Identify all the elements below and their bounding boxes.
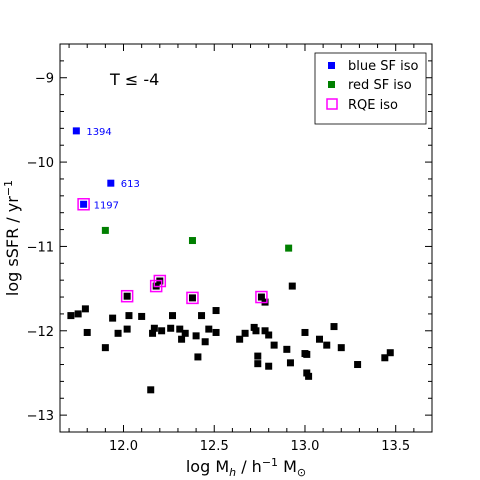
background-point-17	[167, 324, 175, 332]
rqe-iso-point-1	[120, 289, 134, 303]
legend: blue SF iso red SF iso RQE iso	[314, 52, 427, 125]
background-point-39	[265, 331, 273, 339]
x-axis-label-sup: −1	[262, 456, 278, 469]
background-point-21	[181, 329, 189, 337]
background-point-31	[241, 329, 249, 337]
background-point-49	[305, 372, 313, 380]
point-label-613: 613	[121, 179, 140, 190]
background-point-25	[198, 312, 206, 320]
background-point-11	[147, 386, 155, 394]
x-axis-label-end-sub: ⊙	[297, 466, 306, 479]
background-point-9	[123, 325, 131, 333]
y-axis-label: log sSFR / yr−1	[2, 180, 22, 296]
background-point-12	[149, 329, 157, 337]
red-sf-iso-point-2	[285, 244, 293, 252]
blue-sf-iso-point-2	[80, 200, 88, 208]
background-point-43	[286, 359, 294, 367]
chart-annotation: T ≤ -4	[109, 70, 159, 89]
background-point-33	[252, 327, 260, 335]
rqe-iso-point-0	[77, 198, 90, 211]
background-point-54	[354, 361, 362, 369]
background-point-45	[301, 328, 309, 336]
rqe-iso-point-5	[255, 290, 268, 304]
background-point-47	[303, 350, 311, 358]
background-point-20	[178, 335, 186, 343]
y-axis-label-sup: −1	[2, 180, 15, 196]
background-point-3	[83, 328, 91, 336]
blue-sf-iso-point-1	[107, 179, 115, 187]
x-tick-label: 13.0	[290, 439, 319, 454]
y-tick-label: −10	[27, 156, 54, 171]
background-point-34	[254, 352, 262, 360]
rqe-iso-point-4	[186, 291, 199, 305]
background-point-24	[194, 353, 202, 361]
rqe-iso-point-3	[153, 274, 167, 288]
x-axis-label-sub: h	[229, 466, 236, 479]
plot-frame	[59, 43, 433, 433]
legend-marker-rqe-iso	[326, 98, 338, 110]
legend-marker-blue-sf-iso	[328, 62, 335, 69]
background-point-55	[381, 354, 389, 362]
background-point-5	[109, 314, 117, 322]
background-point-35	[254, 360, 262, 368]
y-tick-label: −12	[27, 325, 54, 340]
background-point-53	[337, 344, 345, 352]
background-point-29	[212, 328, 220, 336]
x-tick-label: 12.5	[200, 439, 229, 454]
y-axis-label-main: log sSFR / yr	[3, 196, 22, 296]
background-point-13	[150, 324, 158, 332]
background-point-4	[101, 344, 109, 352]
background-point-52	[330, 323, 338, 331]
background-point-42	[283, 345, 291, 353]
background-point-2	[81, 305, 89, 313]
legend-label-red-sf-iso: red SF iso	[348, 78, 412, 93]
background-point-44	[288, 282, 296, 290]
y-tick-label: −11	[27, 240, 54, 255]
legend-label-blue-sf-iso: blue SF iso	[348, 59, 418, 74]
legend-label-rqe-iso: RQE iso	[348, 98, 398, 113]
background-point-26	[201, 338, 209, 346]
background-point-51	[323, 341, 331, 349]
x-axis-label-main: log M	[186, 457, 229, 476]
background-point-19	[176, 325, 184, 333]
point-label-1197: 1197	[94, 200, 119, 211]
x-tick-label: 12.0	[109, 439, 138, 454]
background-point-40	[265, 362, 273, 370]
blue-sf-iso-point-0	[72, 127, 80, 135]
red-sf-iso-point-0	[101, 226, 109, 234]
background-point-38	[261, 327, 269, 335]
background-point-0	[67, 312, 75, 320]
background-point-28	[212, 307, 220, 315]
x-axis-label: log Mh / h−1 M⊙	[186, 456, 306, 479]
x-axis-label-end: M	[278, 457, 297, 476]
background-point-7	[123, 292, 131, 300]
background-point-30	[236, 335, 244, 343]
background-point-41	[270, 341, 278, 349]
background-point-1	[74, 310, 82, 318]
point-label-1394: 1394	[86, 127, 111, 138]
y-tick-label: −9	[35, 72, 54, 87]
axis-ticks: 12.0 12.5 13.0 13.5 −9 −10 −11 −12 −13	[27, 43, 433, 454]
background-point-50	[315, 335, 323, 343]
background-point-18	[169, 312, 177, 320]
x-axis-label-mid: / h	[236, 457, 262, 476]
legend-marker-red-sf-iso	[328, 81, 335, 88]
background-point-22	[188, 294, 196, 302]
background-point-23	[192, 332, 200, 340]
background-point-6	[114, 329, 122, 337]
background-point-10	[138, 312, 146, 320]
background-point-27	[205, 325, 213, 333]
background-point-56	[386, 349, 394, 357]
background-point-36	[257, 293, 265, 301]
y-tick-label: −13	[27, 409, 54, 424]
x-tick-label: 13.5	[381, 439, 410, 454]
red-sf-iso-point-1	[188, 237, 196, 245]
background-point-16	[158, 327, 166, 335]
background-point-8	[125, 312, 133, 320]
